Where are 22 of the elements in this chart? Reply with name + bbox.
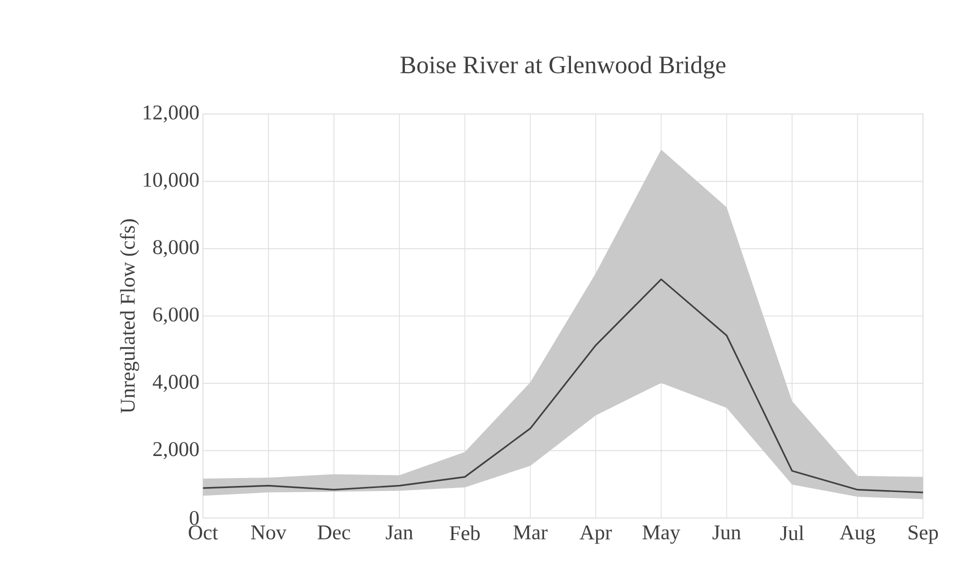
- y-axis-title: Unregulated Flow (cfs): [120, 219, 140, 414]
- x-tick-label: Dec: [318, 526, 350, 540]
- x-tick-label: Oct: [188, 526, 218, 540]
- x-tick-label: Feb: [450, 526, 480, 540]
- y-tick-label: 6,000: [153, 307, 199, 325]
- x-tick-label: Apr: [580, 526, 612, 544]
- y-tick-label: 12,000: [144, 105, 199, 123]
- x-tick-label: Mar: [513, 526, 548, 540]
- x-tick-label: Nov: [251, 526, 286, 540]
- x-tick-label: Jan: [386, 526, 413, 540]
- line-series: [203, 278, 924, 494]
- y-tick-label: 0: [190, 510, 199, 526]
- chart-title: Boise River at Glenwood Bridge: [400, 56, 726, 78]
- x-tick-label: Sep: [908, 526, 938, 544]
- x-tick-label: Jun: [712, 526, 741, 540]
- x-tick-label: Aug: [840, 526, 876, 544]
- y-tick-label: 10,000: [144, 172, 199, 190]
- y-tick-label: 4,000: [152, 374, 199, 392]
- x-tick-label: May: [642, 526, 680, 544]
- y-tick-label: 2,000: [153, 442, 199, 460]
- x-tick-label: Jul: [780, 526, 804, 540]
- y-tick-label: 8,000: [153, 240, 199, 258]
